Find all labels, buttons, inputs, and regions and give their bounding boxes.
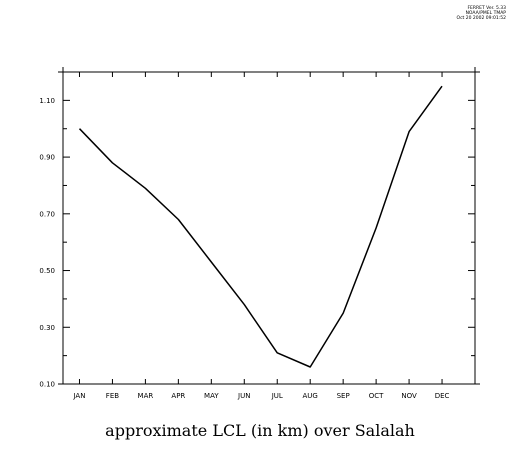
data-point-jul [276, 352, 278, 354]
x-tick-label: JAN [72, 392, 85, 400]
axis-tick-labels: JAN FEB MAR APR MAY JUN JUL AUG SEP OCT NOV DEC 0.10… [39, 97, 449, 400]
data-point-jun [243, 303, 245, 305]
y-tick-label: 0.30 [39, 324, 55, 332]
data-point-nov [408, 130, 410, 132]
data-point-apr [177, 218, 179, 220]
data-point-may [210, 261, 212, 263]
y-tick-label: 0.10 [39, 381, 55, 389]
x-tick-label: NOV [401, 392, 417, 400]
data-point-mar [144, 187, 146, 189]
data-point-aug [309, 366, 311, 368]
chart-caption: approximate LCL (in km) over Salalah [105, 421, 415, 440]
ferret-org-stamp: NOAA/PMEL TMAP [465, 11, 506, 16]
x-tick-label: MAY [204, 392, 219, 400]
data-point-jan [78, 128, 80, 130]
x-tick-label: APR [171, 392, 185, 400]
y-tick-label: 1.10 [39, 97, 55, 105]
x-tick-label: JUL [271, 392, 283, 400]
x-tick-label: FEB [106, 392, 119, 400]
y-tick-label: 0.90 [39, 154, 55, 162]
ferret-version-stamp: FERRET Ver. 5.33 [467, 6, 506, 11]
axis-ticks [58, 67, 480, 385]
x-tick-label: OCT [369, 392, 384, 400]
data-point-dec [441, 85, 443, 87]
y-tick-label: 0.50 [39, 267, 55, 275]
series-points [78, 85, 443, 368]
lcl-series-line [78, 85, 443, 368]
x-tick-label: AUG [303, 392, 318, 400]
ferret-date-stamp: Oct 20 2002 09:01:52 [456, 16, 506, 21]
x-tick-label: JUN [237, 392, 250, 400]
data-point-feb [111, 162, 113, 164]
x-tick-label: MAR [138, 392, 154, 400]
data-point-oct [375, 227, 377, 229]
plot-frame [62, 71, 476, 385]
data-point-sep [342, 312, 344, 314]
y-tick-label: 0.70 [39, 210, 55, 218]
x-tick-label: SEP [337, 392, 350, 400]
x-tick-label: DEC [435, 392, 450, 400]
